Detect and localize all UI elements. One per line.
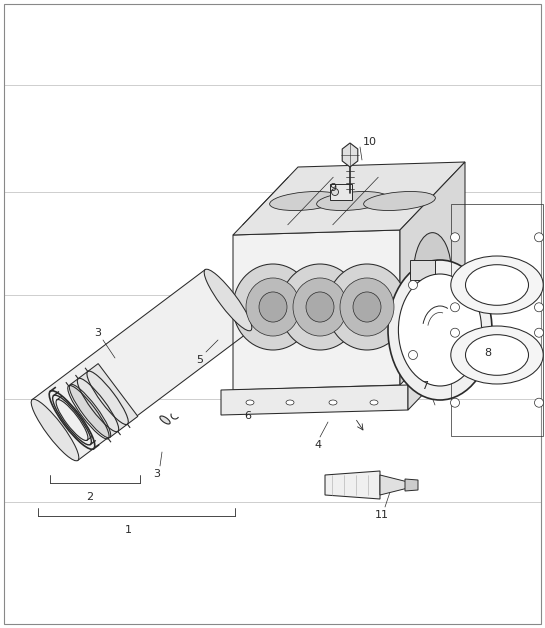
Ellipse shape — [451, 326, 543, 384]
Ellipse shape — [280, 264, 360, 350]
Ellipse shape — [353, 292, 381, 322]
Polygon shape — [233, 162, 465, 235]
Ellipse shape — [329, 400, 337, 405]
Text: 3: 3 — [154, 469, 160, 479]
Text: 8: 8 — [485, 348, 492, 358]
Ellipse shape — [398, 274, 482, 386]
Ellipse shape — [286, 400, 294, 405]
Text: 4: 4 — [314, 440, 322, 450]
Ellipse shape — [535, 233, 543, 242]
Text: 7: 7 — [421, 381, 428, 391]
Polygon shape — [70, 364, 138, 438]
Ellipse shape — [204, 269, 252, 331]
Text: 5: 5 — [197, 355, 203, 365]
Polygon shape — [408, 327, 463, 410]
Ellipse shape — [340, 278, 394, 336]
Ellipse shape — [535, 328, 543, 337]
Text: 2: 2 — [87, 492, 94, 502]
Ellipse shape — [451, 303, 459, 311]
Ellipse shape — [409, 281, 417, 290]
Ellipse shape — [327, 264, 407, 350]
Ellipse shape — [306, 292, 334, 322]
Ellipse shape — [246, 278, 300, 336]
Polygon shape — [400, 162, 465, 385]
Text: 6: 6 — [245, 411, 251, 421]
Text: 1: 1 — [124, 525, 131, 535]
Polygon shape — [325, 471, 380, 499]
Ellipse shape — [465, 335, 529, 376]
Polygon shape — [233, 230, 400, 390]
Ellipse shape — [331, 188, 338, 195]
Ellipse shape — [233, 264, 313, 350]
Polygon shape — [380, 475, 408, 495]
Ellipse shape — [535, 303, 543, 311]
Ellipse shape — [451, 233, 459, 242]
Ellipse shape — [465, 264, 529, 305]
Ellipse shape — [414, 232, 451, 315]
Polygon shape — [410, 260, 435, 280]
Ellipse shape — [31, 399, 79, 461]
Text: 10: 10 — [363, 137, 377, 147]
Ellipse shape — [317, 192, 389, 210]
Polygon shape — [32, 269, 251, 460]
Ellipse shape — [370, 400, 378, 405]
Ellipse shape — [451, 328, 459, 337]
Ellipse shape — [293, 278, 347, 336]
Text: 9: 9 — [329, 183, 337, 193]
Polygon shape — [405, 479, 418, 491]
Ellipse shape — [69, 384, 111, 438]
Ellipse shape — [451, 398, 459, 407]
Ellipse shape — [364, 192, 435, 210]
Ellipse shape — [409, 350, 417, 359]
Polygon shape — [342, 143, 358, 167]
Ellipse shape — [270, 192, 341, 210]
Ellipse shape — [246, 400, 254, 405]
Polygon shape — [221, 385, 408, 415]
Ellipse shape — [535, 398, 543, 407]
Polygon shape — [330, 184, 352, 200]
Text: 11: 11 — [375, 510, 389, 520]
Ellipse shape — [451, 256, 543, 314]
Ellipse shape — [160, 416, 170, 424]
Text: 3: 3 — [94, 328, 101, 338]
Ellipse shape — [388, 260, 492, 400]
Ellipse shape — [259, 292, 287, 322]
